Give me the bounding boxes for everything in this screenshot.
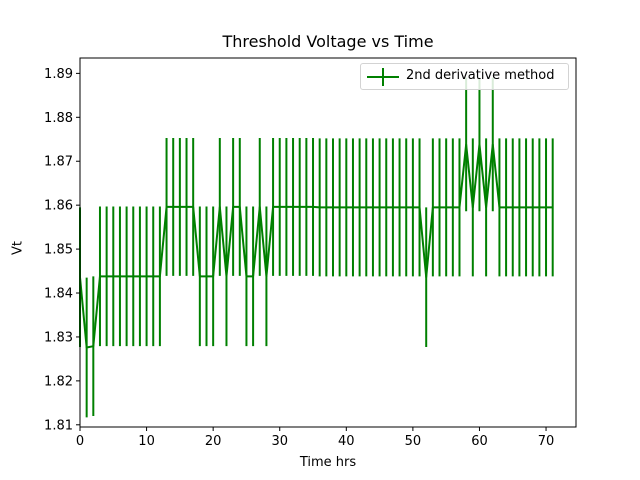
chart-title: Threshold Voltage vs Time xyxy=(222,32,434,51)
x-tick-label: 20 xyxy=(205,434,222,449)
x-tick-label: 70 xyxy=(538,434,555,449)
y-tick-label: 1.81 xyxy=(44,418,73,433)
series-group xyxy=(79,143,553,349)
y-tick-label: 1.84 xyxy=(44,287,73,302)
plot-frame xyxy=(79,57,577,428)
y-tick-label: 1.89 xyxy=(44,67,73,82)
y-axis-label: Vt xyxy=(10,241,26,255)
y-tick-label: 1.86 xyxy=(44,199,73,214)
axes: 0 10 20 30 40 50 60 70 1.81 1.82 1.83 1.84 1.85 1.86 1… xyxy=(44,57,577,449)
y-tick-label: 1.82 xyxy=(44,374,73,389)
series-line xyxy=(79,143,553,349)
y-tick-label: 1.85 xyxy=(44,243,73,258)
y-tick-label: 1.88 xyxy=(44,111,73,126)
legend-label: 2nd derivative method xyxy=(406,68,555,83)
x-tick-label: 10 xyxy=(138,434,155,449)
y-tick-label: 1.87 xyxy=(44,155,73,170)
legend: 2nd derivative method xyxy=(360,63,569,90)
error-bars xyxy=(79,77,554,418)
x-axis-label: Time hrs xyxy=(299,455,357,470)
x-tick-label: 0 xyxy=(76,434,84,449)
x-tick-label: 50 xyxy=(405,434,422,449)
x-tick-label: 40 xyxy=(338,434,355,449)
y-tick-label: 1.83 xyxy=(44,330,73,345)
x-tick-label: 60 xyxy=(471,434,488,449)
legend-swatch-icon xyxy=(367,68,399,86)
x-tick-label: 30 xyxy=(271,434,288,449)
